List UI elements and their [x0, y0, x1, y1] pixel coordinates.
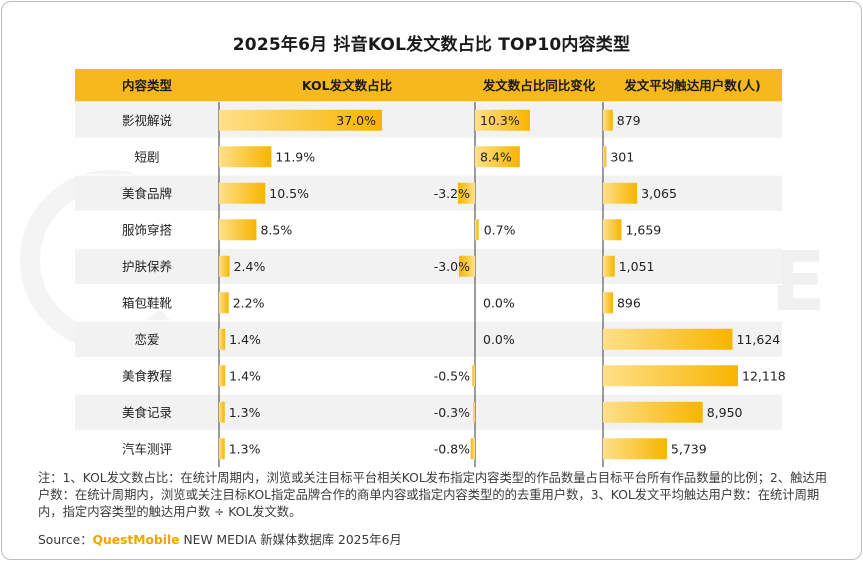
category-label: 汽车测评 — [122, 441, 172, 456]
share-data-label: 37.0% — [336, 113, 376, 128]
change-bar — [475, 109, 530, 131]
share-bar — [219, 182, 266, 204]
share-data-label: 2.4% — [234, 259, 266, 274]
share-bar — [219, 292, 229, 314]
change-data-label: 8.4% — [480, 149, 512, 164]
share-data-label: 11.9% — [275, 149, 315, 164]
footnote: 注：1、KOL发文数占比：在统计周期内，浏览或关注目标平台相关KOL发布指定内容… — [38, 471, 828, 519]
category-label: 服饰穿搭 — [122, 222, 173, 237]
reach-bar — [603, 292, 613, 314]
change-data-label: -3.2% — [434, 186, 470, 201]
change-bar — [470, 438, 475, 460]
reach-bar — [603, 219, 622, 241]
category-label: 美食教程 — [122, 368, 173, 383]
category-label: 短剧 — [134, 149, 159, 164]
source-brand: QuestMobile — [92, 533, 180, 547]
change-data-label: 0.0% — [483, 295, 515, 310]
reach-data-label: 8,950 — [707, 405, 743, 420]
reach-bar — [603, 438, 667, 460]
change-data-label: -3.0% — [434, 259, 470, 274]
change-bar — [475, 219, 479, 241]
share-bar — [219, 328, 226, 350]
reach-bar — [603, 182, 638, 204]
chart-title: 2025年6月 抖音KOL发文数占比 TOP10内容类型 — [232, 35, 631, 55]
change-bar — [472, 365, 475, 387]
reach-data-label: 11,624 — [736, 332, 780, 347]
share-data-label: 10.5% — [269, 186, 309, 201]
column-header: KOL发文数占比 — [302, 78, 393, 93]
category-label: 护肤保养 — [122, 259, 172, 274]
source-line: Source：QuestMobile NEW MEDIA 新媒体数据库 2025… — [38, 530, 402, 548]
change-bar — [458, 255, 475, 277]
table-header-background — [75, 69, 782, 102]
category-label: 恋爱 — [134, 332, 159, 347]
share-data-label: 2.2% — [233, 295, 265, 310]
row-background — [75, 175, 782, 212]
reach-data-label: 12,118 — [742, 368, 786, 383]
row-background — [75, 102, 782, 139]
change-bar — [475, 146, 520, 168]
change-bar — [473, 401, 475, 423]
share-bar — [219, 109, 382, 131]
share-data-label: 1.3% — [229, 405, 261, 420]
column-header: 发文数占比同比变化 — [482, 78, 596, 93]
change-data-label: 0.0% — [483, 332, 515, 347]
reach-data-label: 5,739 — [671, 441, 707, 456]
share-data-label: 1.3% — [229, 441, 261, 456]
row-background — [75, 248, 782, 285]
data-table-chart: 内容类型 KOL发文数占比 发文数占比同比变化 发文平均触达用户数(人) 影视解说 37.… — [75, 69, 786, 468]
share-bar — [219, 365, 226, 387]
share-data-label: 1.4% — [229, 332, 261, 347]
source-rest: NEW MEDIA 新媒体数据库 2025年6月 — [179, 533, 402, 547]
column-header: 发文平均触达用户数(人) — [623, 78, 760, 93]
reach-data-label: 1,659 — [625, 222, 661, 237]
share-bar — [219, 146, 272, 168]
change-data-label: 0.7% — [484, 222, 516, 237]
reach-bar — [603, 146, 607, 168]
share-data-label: 1.4% — [229, 368, 261, 383]
reach-data-label: 3,065 — [641, 186, 677, 201]
reach-data-label: 301 — [610, 149, 634, 164]
change-data-label: -0.8% — [434, 441, 470, 456]
category-label: 箱包鞋靴 — [122, 295, 173, 310]
share-data-label: 8.5% — [260, 222, 292, 237]
reach-bar — [603, 255, 615, 277]
category-label: 美食记录 — [122, 405, 172, 420]
reach-bar — [603, 365, 738, 387]
share-bar — [219, 438, 225, 460]
column-header: 内容类型 — [122, 78, 173, 93]
reach-bar — [603, 328, 733, 350]
reach-data-label: 879 — [617, 113, 641, 128]
reach-bar — [603, 401, 703, 423]
reach-data-label: 1,051 — [619, 259, 655, 274]
change-data-label: -0.5% — [434, 368, 470, 383]
share-bar — [219, 255, 230, 277]
share-bar — [219, 401, 225, 423]
reach-data-label: 896 — [617, 295, 641, 310]
reach-bar — [603, 109, 613, 131]
share-bar — [219, 219, 257, 241]
change-data-label: -0.3% — [434, 405, 470, 420]
source-label: Source： — [38, 533, 93, 547]
category-label: 影视解说 — [122, 113, 172, 128]
change-bar — [457, 182, 475, 204]
category-label: 美食品牌 — [122, 186, 172, 201]
change-data-label: 10.3% — [480, 113, 520, 128]
